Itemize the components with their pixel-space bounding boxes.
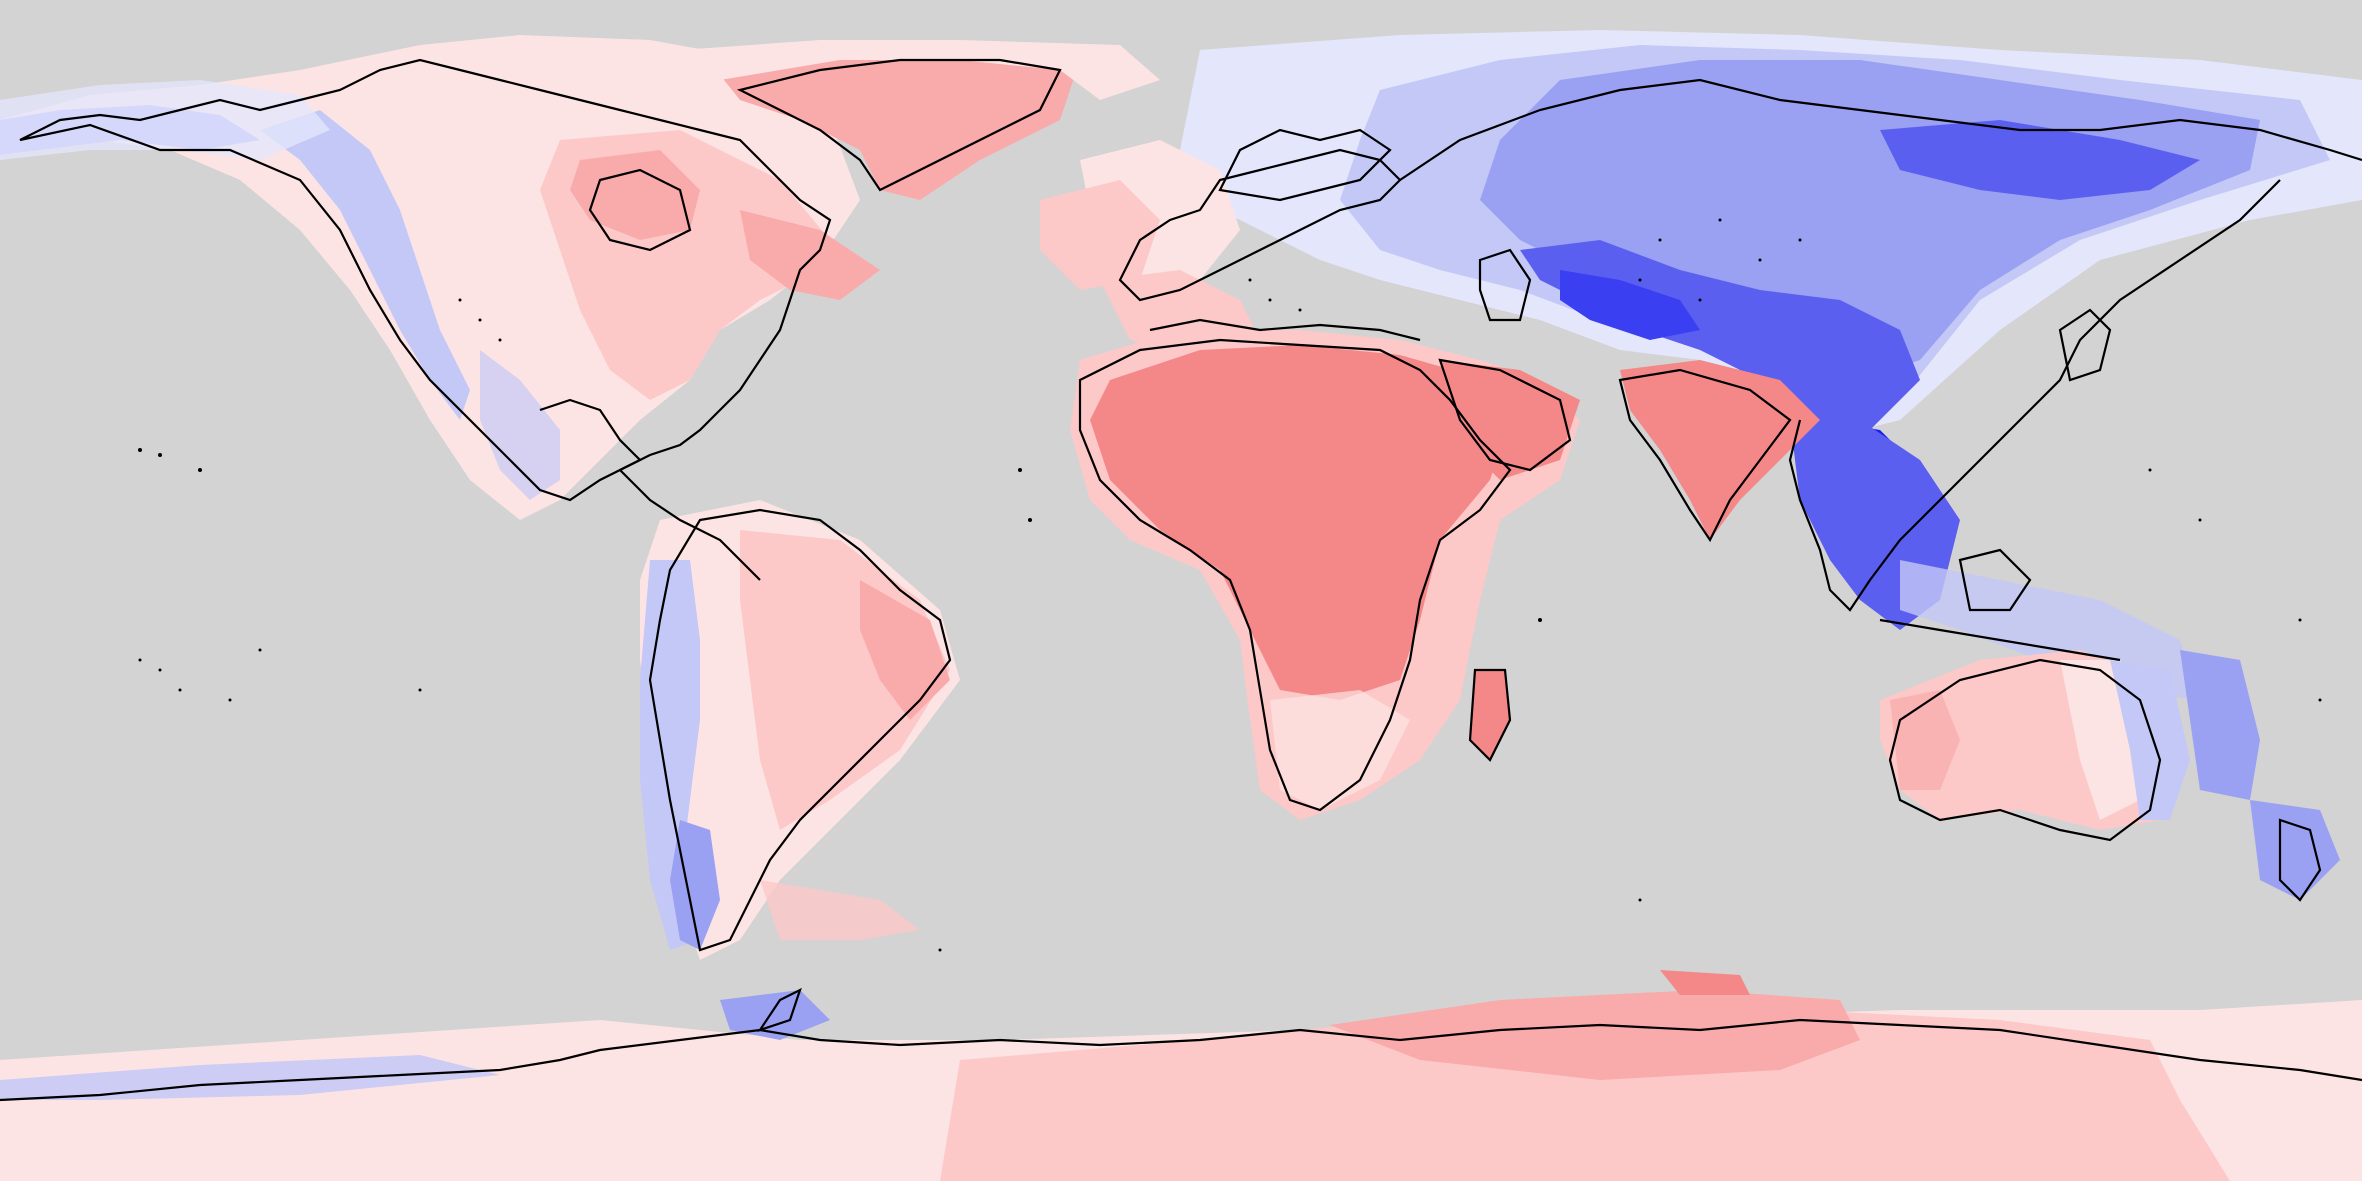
ant-red-islands <box>1660 970 1750 995</box>
eur-deep-blue-2 <box>1560 270 1700 340</box>
coast-central-america <box>619 469 761 581</box>
coast-indonesia <box>1879 618 2121 662</box>
sa-west-blue <box>640 560 700 950</box>
coast-north-america <box>19 58 832 502</box>
coastlines <box>0 58 2362 1102</box>
eurasia-field <box>1180 30 2362 900</box>
coast-asia-east <box>1788 179 2281 612</box>
coast-mediterranean <box>1149 318 1421 342</box>
madagascar-red <box>1470 670 1510 760</box>
atlantic-red-patch <box>1040 180 1160 290</box>
eur-strong-blue-2 <box>1880 120 2200 200</box>
coast-south-america <box>648 508 952 952</box>
coast-arabia <box>1438 358 1572 472</box>
sa-south-blue <box>670 820 720 950</box>
coast-ant-peninsula <box>757 987 802 1033</box>
na-mid-red-hudson <box>570 150 700 240</box>
coast-borneo <box>1958 548 2032 612</box>
coast-madagascar <box>1468 668 1512 762</box>
coast-africa <box>1078 338 1512 812</box>
ant-blue-west <box>0 1055 500 1100</box>
na-blue-faint-alaska <box>0 80 330 160</box>
na-east-red <box>740 210 880 300</box>
s-africa-light <box>1270 690 1410 810</box>
ant-light-red <box>940 1010 2230 1181</box>
africa-field <box>1070 330 1820 820</box>
coast-scandinavia <box>1218 128 1392 202</box>
sa-south-red <box>760 880 920 940</box>
antarctica-field <box>0 970 2362 1181</box>
greenland-red <box>720 55 1080 200</box>
africa-strong-red <box>1090 345 1510 700</box>
coast-greenland <box>736 58 1062 192</box>
sa-mid-red <box>860 580 950 720</box>
coast-europe <box>1118 148 1402 302</box>
australia-field <box>1880 650 2190 830</box>
na-light-blue-cent <box>480 350 560 500</box>
coast-asia-north <box>1399 78 2362 181</box>
pacific-blue-strip <box>2180 650 2260 800</box>
coast-australia <box>1888 658 2162 842</box>
ant-mid-red <box>1330 990 1860 1080</box>
na-light-blue-west <box>260 110 470 420</box>
coast-gulf <box>539 398 642 471</box>
coast-caspian <box>1478 248 1532 322</box>
aus-blue-east <box>2110 660 2190 820</box>
greenland-faint <box>680 40 1160 100</box>
coast-india <box>1618 368 1792 543</box>
south-america-field <box>640 500 960 960</box>
coast-antarctica <box>0 1018 2362 1102</box>
coast-hudson <box>588 168 692 252</box>
coast-japan <box>2058 308 2112 382</box>
ant-blue-pen <box>720 990 830 1040</box>
north-america-field <box>0 35 1160 520</box>
arabia-strong-red <box>1440 360 1580 480</box>
coast-nz <box>2278 818 2322 902</box>
island-dots <box>138 218 2322 952</box>
